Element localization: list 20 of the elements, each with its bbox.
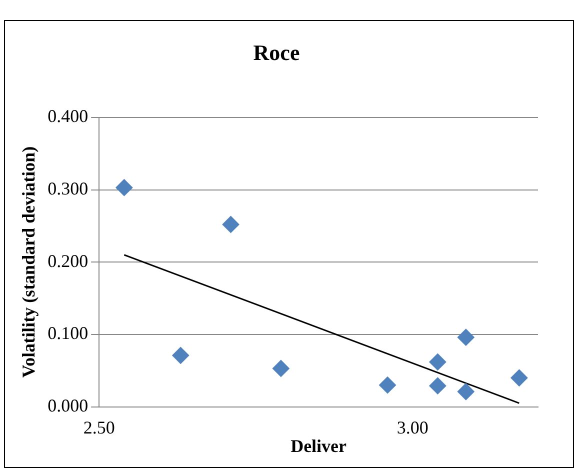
point xyxy=(457,383,474,400)
chart-title: Roce xyxy=(253,40,300,65)
y-axis-title: Volatility (standard deviation) xyxy=(18,146,38,378)
point xyxy=(222,216,240,233)
x-tick-label: 3.00 xyxy=(396,417,428,438)
y-tick-label: 0.000 xyxy=(48,396,88,416)
y-tick-label: 0.200 xyxy=(48,250,88,271)
point xyxy=(379,376,396,394)
y-tick-label: 0.400 xyxy=(48,106,88,126)
point xyxy=(429,377,446,394)
y-tick-label: 0.100 xyxy=(48,323,88,344)
y-tick-label: 0.300 xyxy=(48,178,88,198)
x-tick-label: 2.50 xyxy=(83,417,115,438)
point xyxy=(429,353,446,370)
point xyxy=(510,369,528,386)
point xyxy=(116,179,133,196)
point xyxy=(457,328,474,346)
point xyxy=(272,360,290,377)
point xyxy=(172,346,190,364)
x-axis-title: Deliver xyxy=(290,436,347,456)
